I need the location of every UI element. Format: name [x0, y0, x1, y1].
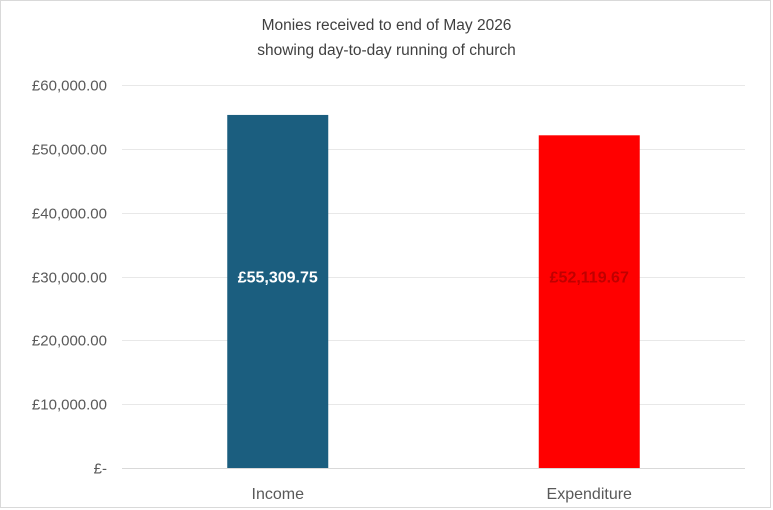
bars	[227, 114, 640, 469]
chart-title-line: Monies received to end of May 2026	[261, 17, 512, 34]
category-label-expenditure: Expenditure	[547, 486, 632, 503]
y-tick-label: £30,000.00	[32, 270, 107, 287]
y-tick-label: £40,000.00	[32, 206, 107, 223]
bar-income	[227, 114, 329, 469]
y-tick-label: £-	[94, 461, 107, 478]
data-label-expenditure: £52,119.67	[550, 270, 629, 287]
y-tick-label: £50,000.00	[32, 142, 107, 159]
y-axis-tick-labels: £- £10,000.00 £20,000.00 £30,000.00 £40,000.…	[32, 78, 107, 478]
x-axis-category-labels: Income Expenditure	[252, 486, 633, 503]
chart-title: Monies received to end of May 2026 showi…	[0, 13, 773, 63]
gridlines	[122, 85, 745, 469]
y-tick-label: £20,000.00	[32, 333, 107, 350]
y-tick-label: £10,000.00	[32, 397, 107, 414]
category-label-income: Income	[252, 486, 305, 503]
data-label-income: £55,309.75	[238, 270, 318, 287]
y-tick-label: £60,000.00	[32, 78, 107, 95]
bar-expenditure	[538, 135, 640, 468]
data-labels: £55,309.75 £52,119.67	[238, 270, 629, 287]
chart-subtitle-line: showing day-to-day running of church	[257, 42, 516, 59]
